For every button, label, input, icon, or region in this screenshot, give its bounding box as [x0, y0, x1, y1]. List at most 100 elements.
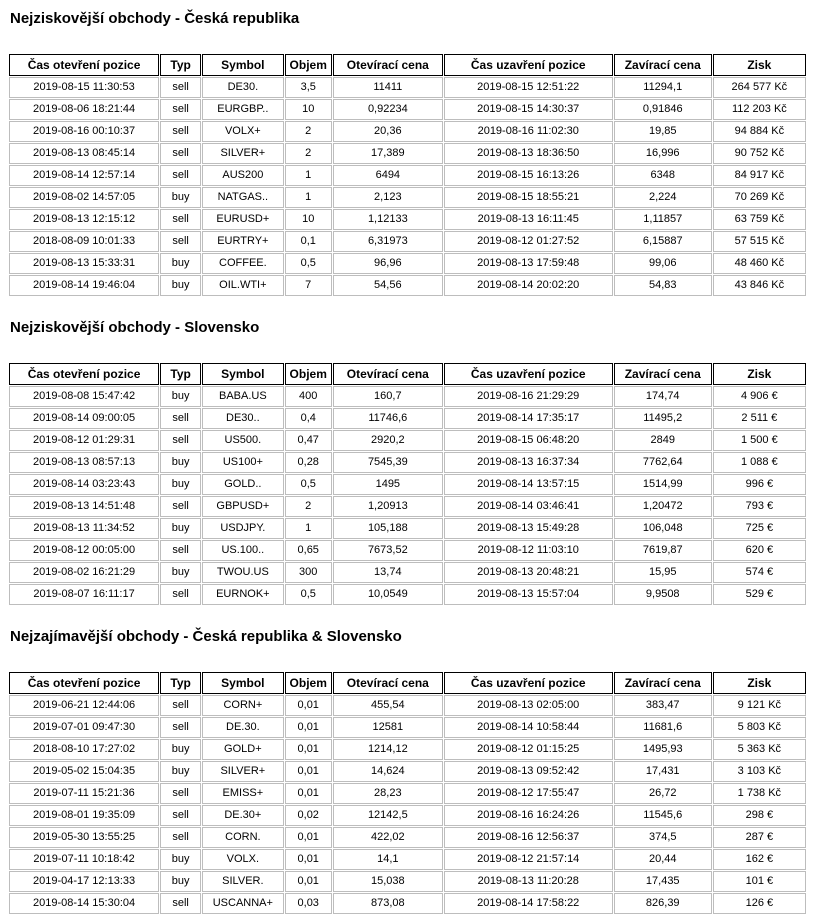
- table-cell: 2018-08-10 17:27:02: [9, 739, 160, 760]
- table-cell: 826,39: [613, 893, 712, 914]
- table-cell: 5 363 Kč: [712, 739, 806, 760]
- table-cell: 0,01: [284, 761, 332, 782]
- table-cell: 1: [284, 165, 332, 186]
- table-cell: 1214,12: [332, 739, 443, 760]
- table-row: 2019-05-30 13:55:25 sell CORN. 0,01 422,02 20…: [9, 827, 806, 848]
- table-cell: 11411: [332, 77, 443, 98]
- table-row: 2019-08-12 00:05:00 sell US.100.. 0,65 7673,…: [9, 540, 806, 561]
- table-cell: 374,5: [613, 827, 712, 848]
- table-cell: sell: [160, 143, 202, 164]
- table-cell: sell: [160, 496, 202, 517]
- table-cell: 2: [284, 143, 332, 164]
- table-cell: sell: [160, 783, 202, 804]
- table-row: 2019-06-21 12:44:06 sell CORN+ 0,01 455,54 20…: [9, 695, 806, 716]
- table-cell: 2019-08-14 12:57:14: [9, 165, 160, 186]
- table-cell: 2019-07-01 09:47:30: [9, 717, 160, 738]
- table-cell: 620 €: [712, 540, 806, 561]
- table-cell: 529 €: [712, 584, 806, 605]
- table-cell: DE.30.: [202, 717, 284, 738]
- column-header: Otevírací cena: [332, 672, 443, 694]
- table-cell: 2018-08-09 10:01:33: [9, 231, 160, 252]
- table-cell: 10,0549: [332, 584, 443, 605]
- table-cell: 0,1: [284, 231, 332, 252]
- table-row: 2019-04-17 12:13:33 buy SILVER. 0,01 15,038 2…: [9, 871, 806, 892]
- table-cell: 63 759 Kč: [712, 209, 806, 230]
- table-cell: 2019-08-02 14:57:05: [9, 187, 160, 208]
- table-cell: 2019-08-14 03:46:41: [443, 496, 613, 517]
- table-cell: 11681,6: [613, 717, 712, 738]
- section-top-trades-czech: Nejziskovější obchody - Česká republika …: [8, 10, 807, 297]
- column-header: Symbol: [202, 672, 284, 694]
- table-cell: 383,47: [613, 695, 712, 716]
- table-cell: 12581: [332, 717, 443, 738]
- table-row: 2019-08-02 14:57:05 buy NATGAS.. 1 2,123 2019…: [9, 187, 806, 208]
- table-cell: 2019-08-16 11:02:30: [443, 121, 613, 142]
- table-cell: 0,02: [284, 805, 332, 826]
- table-cell: sell: [160, 408, 202, 429]
- table-cell: 11545,6: [613, 805, 712, 826]
- table-cell: 2019-08-13 15:33:31: [9, 253, 160, 274]
- table-cell: TWOU.US: [202, 562, 284, 583]
- column-header: Zavírací cena: [613, 54, 712, 76]
- table-row: 2019-07-11 10:18:42 buy VOLX. 0,01 14,1 2019-…: [9, 849, 806, 870]
- table-cell: 2019-08-13 02:05:00: [443, 695, 613, 716]
- column-header: Zisk: [712, 672, 806, 694]
- table-cell: sell: [160, 209, 202, 230]
- table-cell: 2019-08-13 12:15:12: [9, 209, 160, 230]
- table-row: 2019-08-14 15:30:04 sell USCANNA+ 0,03 873,0…: [9, 893, 806, 914]
- table-row: 2019-08-13 15:33:31 buy COFFEE. 0,5 96,96 201…: [9, 253, 806, 274]
- table-cell: 1 088 €: [712, 452, 806, 473]
- table-cell: SILVER+: [202, 761, 284, 782]
- table-cell: 0,01: [284, 783, 332, 804]
- table-cell: EURGBP..: [202, 99, 284, 120]
- table-row: 2019-08-13 08:45:14 sell SILVER+ 2 17,389 201…: [9, 143, 806, 164]
- table-cell: 7673,52: [332, 540, 443, 561]
- table-cell: 12142,5: [332, 805, 443, 826]
- table-cell: 1 738 Kč: [712, 783, 806, 804]
- table-cell: 15,038: [332, 871, 443, 892]
- table-cell: 2019-06-21 12:44:06: [9, 695, 160, 716]
- table-cell: 2 511 €: [712, 408, 806, 429]
- table-cell: buy: [160, 871, 202, 892]
- table-cell: 2019-08-12 17:55:47: [443, 783, 613, 804]
- table-cell: 16,996: [613, 143, 712, 164]
- table-cell: DE.30+: [202, 805, 284, 826]
- table-cell: 2019-08-12 01:29:31: [9, 430, 160, 451]
- table-cell: 287 €: [712, 827, 806, 848]
- table-cell: 0,47: [284, 430, 332, 451]
- table-cell: 2019-08-12 00:05:00: [9, 540, 160, 561]
- table-cell: 2019-08-12 01:27:52: [443, 231, 613, 252]
- table-cell: 90 752 Kč: [712, 143, 806, 164]
- table-cell: 126 €: [712, 893, 806, 914]
- table-cell: 2019-08-16 21:29:29: [443, 386, 613, 407]
- table-cell: 2920,2: [332, 430, 443, 451]
- column-header: Zavírací cena: [613, 672, 712, 694]
- table-row: 2019-08-02 16:21:29 buy TWOU.US 300 13,74 201…: [9, 562, 806, 583]
- table-cell: 1 500 €: [712, 430, 806, 451]
- table-cell: CORN.: [202, 827, 284, 848]
- table-row: 2019-08-12 01:29:31 sell US500. 0,47 2920,2 2…: [9, 430, 806, 451]
- table-cell: 574 €: [712, 562, 806, 583]
- table-cell: 94 884 Kč: [712, 121, 806, 142]
- table-cell: 0,5: [284, 474, 332, 495]
- table-cell: 2019-08-12 21:57:14: [443, 849, 613, 870]
- table-cell: 19,85: [613, 121, 712, 142]
- table-row: 2019-08-14 12:57:14 sell AUS200 1 6494 2019-0…: [9, 165, 806, 186]
- table-cell: 298 €: [712, 805, 806, 826]
- table-cell: sell: [160, 121, 202, 142]
- table-row: 2019-08-16 00:10:37 sell VOLX+ 2 20,36 2019-0…: [9, 121, 806, 142]
- column-header: Otevírací cena: [332, 363, 443, 385]
- section-title: Nejziskovější obchody - Slovensko: [10, 319, 260, 336]
- table-cell: buy: [160, 562, 202, 583]
- table-cell: 2019-08-14 19:46:04: [9, 275, 160, 296]
- table-cell: SILVER+: [202, 143, 284, 164]
- table-cell: 9,9508: [613, 584, 712, 605]
- table-cell: 2019-08-13 11:34:52: [9, 518, 160, 539]
- table-cell: 0,92234: [332, 99, 443, 120]
- table-cell: 873,08: [332, 893, 443, 914]
- table-cell: 6348: [613, 165, 712, 186]
- table-cell: 99,06: [613, 253, 712, 274]
- table-cell: 3 103 Kč: [712, 761, 806, 782]
- trades-table-slovakia: Čas otevření pozice Typ Symbol Objem Otevíra…: [8, 362, 807, 606]
- table-cell: 162 €: [712, 849, 806, 870]
